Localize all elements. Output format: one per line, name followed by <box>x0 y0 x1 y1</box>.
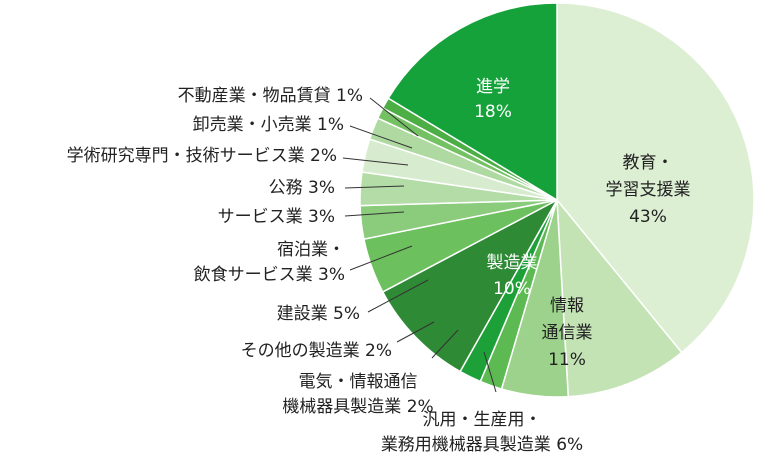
slice-label-general_machinery-1: 業務用機械器具製造業 6% <box>381 435 583 455</box>
leader-line-electrical_machinery <box>431 329 459 359</box>
slice-label-construction-0: 建設業 5% <box>277 304 360 324</box>
slice-label-it-1: 通信業 <box>542 323 593 343</box>
pie-slice-it <box>556 197 683 398</box>
slice-label-manufacturing-1: 10% <box>493 279 531 299</box>
leader-line-academic <box>342 157 409 166</box>
leader-line-general_machinery <box>483 351 497 393</box>
slice-label-other_manufacturing-0: その他の製造業 2% <box>241 341 392 361</box>
slice-label-public-0: 公務 3% <box>269 178 335 198</box>
slice-label-general_machinery-0: 汎用・生産用・ <box>423 410 542 430</box>
slice-label-electrical_machinery-1: 機械器具製造業 2% <box>282 397 433 417</box>
slice-label-wholesale-0: 卸売業・小売業 1% <box>193 115 344 135</box>
slice-label-education-2: 43% <box>629 207 667 227</box>
pie-slice-further_study <box>387 2 558 202</box>
slice-label-real_estate-0: 不動産業・物品賃貸 1% <box>178 86 363 106</box>
leader-line-wholesale <box>349 125 413 149</box>
leader-line-construction <box>367 279 429 313</box>
leader-line-hospitality <box>349 245 413 271</box>
slice-label-manufacturing-0: 製造業 <box>487 253 538 273</box>
leader-line-services <box>344 211 405 217</box>
slice-label-it-0: 情報 <box>550 296 584 316</box>
slice-label-it-2: 11% <box>548 350 586 370</box>
slice-label-electrical_machinery-0: 電気・情報通信 <box>299 372 418 392</box>
slice-label-further_study-0: 進学 <box>476 77 510 97</box>
slice-label-services-0: サービス業 3% <box>218 207 335 227</box>
slice-label-further_study-1: 18% <box>474 102 512 122</box>
leader-line-real_estate <box>369 97 419 137</box>
slice-label-hospitality-1: 飲食サービス業 3% <box>194 265 345 285</box>
pie-slice-education <box>556 2 755 354</box>
leader-lines <box>342 97 497 393</box>
slice-label-academic-0: 学術研究専門・技術サービス業 2% <box>67 146 337 166</box>
pie-slice-manufacturing <box>381 198 559 373</box>
leader-line-public <box>344 185 405 189</box>
slice-label-education-0: 教育・ <box>623 153 674 173</box>
pie-slices <box>359 2 755 398</box>
leader-line-other_manufacturing <box>396 321 435 343</box>
slice-label-hospitality-0: 宿泊業・ <box>277 240 345 260</box>
slice-label-education-1: 学習支援業 <box>606 180 691 200</box>
